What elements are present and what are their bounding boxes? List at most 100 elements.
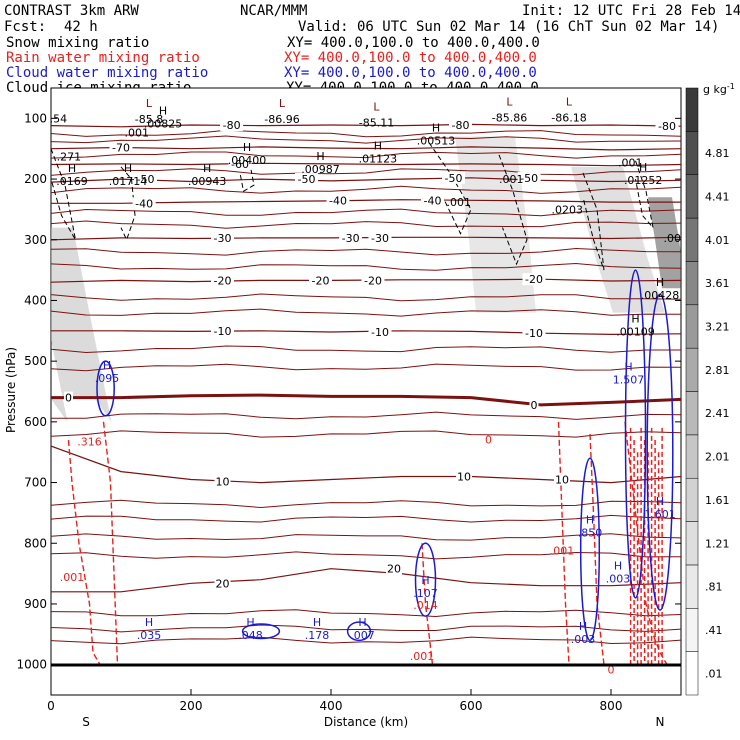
colorbar-label: 2.01 — [705, 451, 730, 464]
isotherm-line — [51, 499, 681, 509]
cloudwater-contour — [646, 293, 674, 611]
cloudwater-contour — [346, 621, 372, 642]
isotherm-label: 0 — [531, 399, 538, 412]
isotherm-label-bg — [368, 231, 392, 244]
isotherm-label-bg — [214, 475, 231, 488]
cloudwater-max-marker: H — [624, 360, 632, 373]
isotherm-label-bg — [361, 274, 385, 287]
isotherm-label-bg — [554, 473, 570, 486]
snow-max-value: .0169 — [56, 175, 88, 188]
x-tick-label: 800 — [600, 699, 623, 713]
cloudwater-value: .107 — [413, 587, 438, 600]
colorbar-swatch — [685, 131, 699, 175]
snow-max-value: .00400 — [228, 154, 267, 167]
snow-contour-label: .001 — [618, 157, 643, 170]
isotherm-line — [51, 533, 681, 541]
colorbar-swatch — [685, 174, 699, 219]
isotherm-line — [51, 430, 681, 438]
snow-max-marker: H — [159, 104, 167, 117]
endpoint-left: S — [82, 715, 90, 729]
isotherm-label: -50 — [298, 173, 316, 186]
colorbar-unit: g kg-1 — [703, 82, 735, 96]
cloudwater-value: .003 — [571, 633, 596, 646]
isotherm-label: -40 — [135, 197, 153, 210]
isotherm-label-bg — [211, 274, 234, 287]
isotherm-label-bg — [309, 274, 332, 287]
isotherm-label-bg — [211, 231, 234, 244]
cloudwater-max-marker: H — [103, 359, 111, 372]
snow-max-value: .00428 — [641, 289, 680, 302]
y-tick-label: 300 — [24, 233, 47, 247]
isotherm-line — [51, 445, 681, 484]
y-tick-label: 1000 — [16, 658, 47, 672]
snow-contour — [498, 154, 528, 266]
isotherm-label: -40 — [424, 194, 442, 207]
isotherm-line — [51, 568, 681, 593]
snow-max-value: .00825 — [144, 117, 183, 130]
isotherm-line — [51, 199, 681, 204]
isotherm-label-bg — [134, 173, 157, 186]
cloudwater-contour — [241, 623, 281, 640]
snow-max-marker: H — [243, 141, 251, 154]
colorbar-label: 1.61 — [705, 494, 730, 507]
snow-contour-label: .54 — [50, 112, 68, 125]
isotherm-label: -20 — [214, 274, 232, 287]
isotherm-label-bg — [326, 194, 350, 207]
isotherm-label: -30 — [371, 232, 389, 245]
colorbar-label: .81 — [705, 581, 723, 594]
isotherm-label: -30 — [214, 232, 232, 245]
isotherm-label: 0 — [65, 392, 72, 405]
fcst-label: Fcst: — [4, 19, 46, 35]
legend-cloudwater: Cloud water mixing ratio — [6, 65, 208, 81]
y-tick-label: 700 — [24, 476, 47, 490]
colorbar-swatch — [685, 651, 699, 696]
cloudwater-value: 1.601 — [644, 508, 676, 521]
x-tick-label: 600 — [460, 699, 483, 713]
colorbar-label: 4.81 — [705, 147, 730, 160]
isotherm-label-bg — [64, 391, 73, 404]
low-value: -86.18 — [551, 112, 586, 125]
valid-time: Valid: 06 UTC Sun 02 Mar 14 (16 ChT Sun … — [298, 19, 719, 35]
snow-contour-label: .001 — [447, 196, 472, 209]
snow-max-marker: H — [432, 121, 440, 134]
isotherm-line — [51, 609, 681, 618]
fcst-value: 42 h — [64, 19, 98, 35]
snow-contour — [582, 172, 605, 271]
isotherm-label: -20 — [312, 274, 330, 287]
isotherm-label-bg — [109, 141, 133, 154]
isotherm-label: -10 — [371, 326, 389, 339]
cloudwater-max-marker: H — [313, 616, 321, 629]
legend-rain: Rain water mixing ratio — [6, 50, 200, 66]
x-axis: 0 200 400 600 800 — [47, 689, 622, 713]
cloudwater-max-marker: H — [358, 616, 366, 629]
isotherm-label-bg — [517, 171, 541, 184]
isotherm-label-bg — [421, 194, 444, 207]
colorbar-label: 3.61 — [705, 277, 730, 290]
colorbar-swatch — [685, 347, 699, 392]
colorbar-swatch — [685, 564, 699, 609]
isotherm-label: 10 — [555, 474, 569, 487]
init-time: Init: 12 UTC Fri 28 Feb 14 — [522, 3, 740, 19]
snow-plume — [51, 227, 112, 422]
isotherm-label-bg — [529, 398, 539, 411]
colorbar-swatch — [685, 608, 699, 652]
isotherm-line — [51, 624, 681, 633]
legend-cloudwater-xy: XY= 400.0,100.0 to 400.0,400.0 — [284, 65, 537, 81]
isotherm-label: 10 — [457, 470, 471, 483]
rain-contour — [67, 440, 101, 665]
cloudwater-max-marker: H — [579, 620, 587, 633]
isotherm-label: -70 — [112, 141, 130, 154]
isotherm-line — [51, 123, 681, 128]
colorbar-swatch — [685, 261, 699, 306]
isotherm-line — [51, 363, 681, 372]
low-value: -85.11 — [359, 117, 394, 130]
isotherm-line — [51, 146, 681, 151]
rain-contours — [67, 421, 668, 665]
x-tick-label: 400 — [320, 699, 343, 713]
colorbar-label: 2.81 — [705, 364, 730, 377]
isotherm-label: -10 — [525, 327, 543, 340]
snow-max-value: .00943 — [188, 175, 227, 188]
colorbar-swatch — [685, 477, 699, 522]
center-title: NCAR/MMM — [240, 3, 307, 19]
cloudwater-value: .095 — [95, 372, 120, 385]
